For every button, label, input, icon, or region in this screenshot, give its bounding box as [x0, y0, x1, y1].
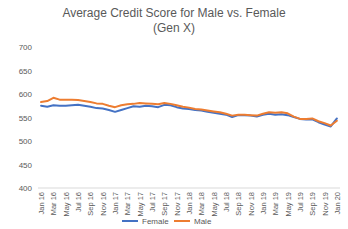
x-tick-label: Mar 19	[271, 192, 280, 215]
title: Average Credit Score for Male vs. Female	[62, 6, 286, 20]
x-tick-label: Sep 16	[86, 192, 95, 216]
x-tick-label: Jul 16	[74, 192, 83, 212]
y-tick-label: 650	[19, 67, 33, 76]
x-tick-label: Jan 16	[37, 192, 46, 215]
y-tick-label: 600	[19, 90, 33, 99]
legend-label: Female	[142, 217, 169, 226]
x-tick-label: Nov 17	[173, 192, 182, 216]
x-tick-label: Mar 16	[49, 192, 58, 215]
legend-swatch	[122, 220, 138, 222]
x-tick-label: Jul 17	[148, 192, 157, 212]
series-line	[41, 98, 337, 126]
y-tick-label: 450	[19, 161, 33, 170]
chart: Average Credit Score for Male vs. Female…	[0, 0, 348, 229]
y-tick-label: 500	[19, 137, 33, 146]
x-tick-label: Jan 18	[185, 192, 194, 215]
x-tick-label: Jan 17	[111, 192, 120, 215]
x-tick-label: Sep 17	[160, 192, 169, 216]
x-tick-label: May 18	[210, 192, 219, 217]
x-tick-label: May 17	[136, 192, 145, 217]
x-tick-label: Jul 19	[296, 192, 305, 212]
x-tick-label: Jan 19	[259, 192, 268, 215]
x-tick-label: May 16	[62, 192, 71, 217]
x-tick-label: Sep 19	[308, 192, 317, 216]
legend-swatch	[174, 220, 190, 222]
x-tick-label: Nov 19	[321, 192, 330, 216]
subtitle: (Gen X)	[153, 21, 195, 35]
y-tick-label: 400	[19, 184, 33, 193]
x-tick-label: Nov 18	[247, 192, 256, 216]
y-tick-label: 700	[19, 43, 33, 52]
legend-label: Male	[194, 217, 212, 226]
x-tick-label: Jul 18	[222, 192, 231, 212]
x-tick-label: Sep 18	[234, 192, 243, 216]
x-tick-label: Mar 18	[197, 192, 206, 215]
x-tick-label: Nov 16	[99, 192, 108, 216]
x-tick-label: Mar 17	[123, 192, 132, 215]
y-tick-label: 550	[19, 114, 33, 123]
plot-area	[41, 98, 337, 127]
x-tick-label: May 19	[284, 192, 293, 217]
x-axis-line	[38, 188, 340, 189]
x-tick-label: Jan 20	[333, 192, 342, 215]
